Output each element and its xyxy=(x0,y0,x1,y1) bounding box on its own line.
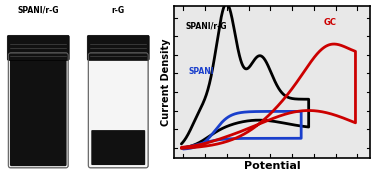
Y-axis label: Current Density: Current Density xyxy=(161,38,171,126)
Text: SPANI/r-G: SPANI/r-G xyxy=(185,22,227,31)
X-axis label: Potential: Potential xyxy=(244,161,301,171)
FancyBboxPatch shape xyxy=(91,130,145,165)
FancyBboxPatch shape xyxy=(8,53,68,168)
FancyBboxPatch shape xyxy=(7,35,69,60)
FancyBboxPatch shape xyxy=(90,55,147,166)
Text: GC: GC xyxy=(324,18,337,27)
Text: SPANI: SPANI xyxy=(189,67,214,76)
FancyBboxPatch shape xyxy=(87,35,149,60)
Text: r-G: r-G xyxy=(112,6,125,15)
Text: SPANI/r-G: SPANI/r-G xyxy=(17,6,59,15)
FancyBboxPatch shape xyxy=(10,55,67,166)
FancyBboxPatch shape xyxy=(88,53,148,168)
